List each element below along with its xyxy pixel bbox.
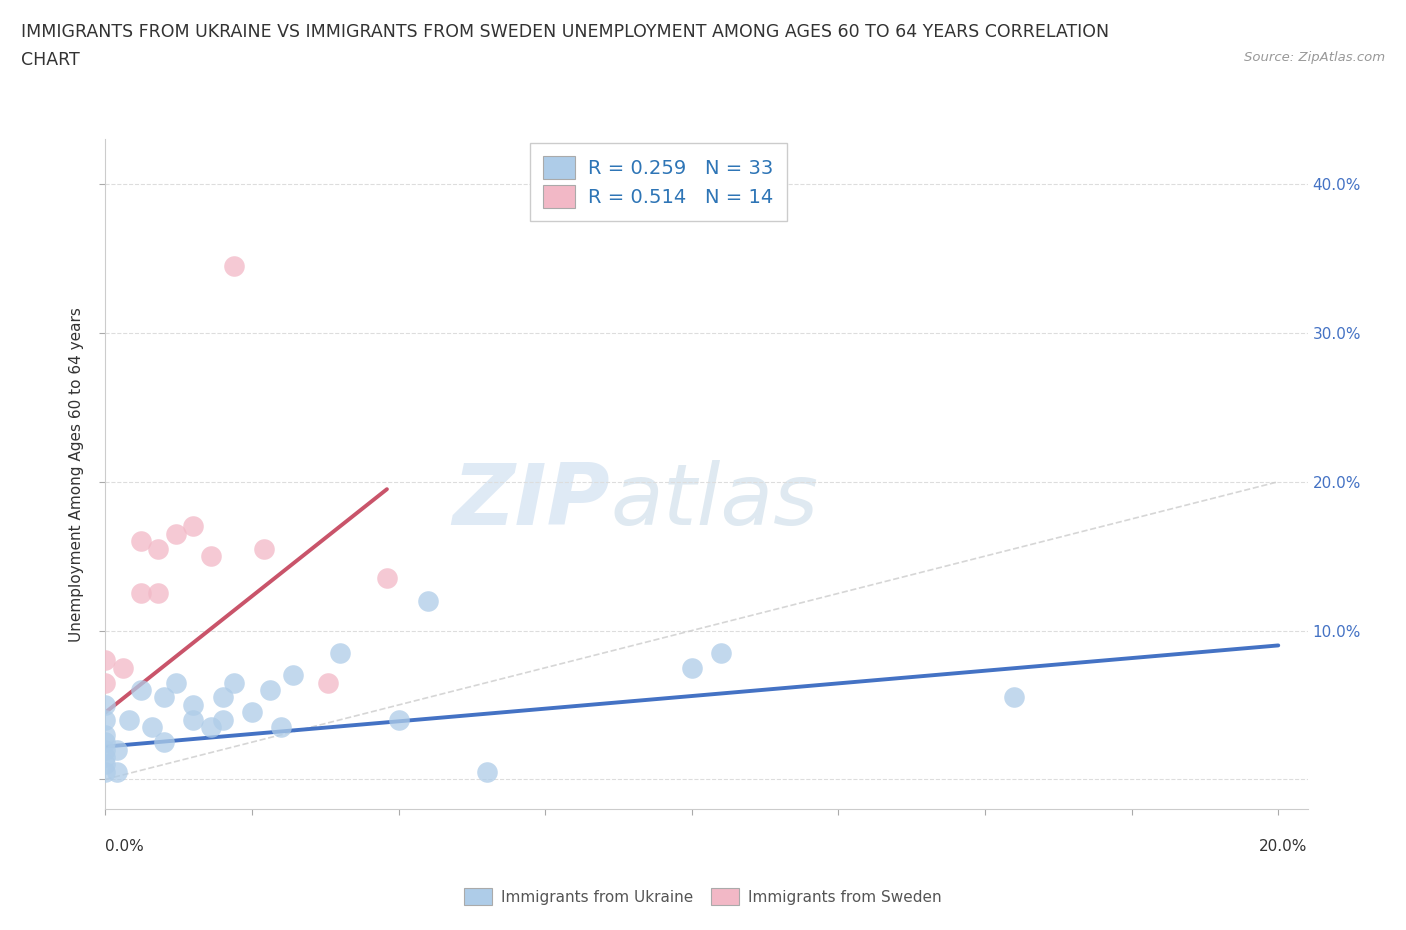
Point: [475, 764, 498, 779]
Legend: Immigrants from Ukraine, Immigrants from Sweden: Immigrants from Ukraine, Immigrants from…: [457, 880, 949, 913]
Point: [129, 586, 152, 601]
Text: ZIP: ZIP: [453, 459, 610, 542]
Point: [148, 586, 170, 601]
Point: [94, 742, 117, 757]
Point: [270, 720, 292, 735]
Point: [710, 645, 733, 660]
Point: [94, 727, 117, 742]
Point: [94, 675, 117, 690]
Text: IMMIGRANTS FROM UKRAINE VS IMMIGRANTS FROM SWEDEN UNEMPLOYMENT AMONG AGES 60 TO : IMMIGRANTS FROM UKRAINE VS IMMIGRANTS FR…: [21, 23, 1109, 41]
Point: [388, 712, 411, 727]
Point: [240, 705, 263, 720]
Point: [259, 683, 281, 698]
Point: [105, 742, 128, 757]
Text: CHART: CHART: [21, 51, 80, 69]
Point: [681, 660, 703, 675]
Point: [1002, 690, 1025, 705]
Point: [200, 549, 222, 564]
Point: [129, 534, 152, 549]
Point: [211, 712, 233, 727]
Point: [281, 668, 304, 683]
Point: [183, 712, 205, 727]
Point: [129, 683, 152, 698]
Legend: R = 0.259   N = 33, R = 0.514   N = 14: R = 0.259 N = 33, R = 0.514 N = 14: [530, 142, 787, 221]
Point: [200, 720, 222, 735]
Point: [94, 764, 117, 779]
Point: [329, 645, 352, 660]
Point: [224, 675, 246, 690]
Point: [153, 735, 176, 750]
Point: [94, 735, 117, 750]
Y-axis label: Unemployment Among Ages 60 to 64 years: Unemployment Among Ages 60 to 64 years: [69, 307, 84, 642]
Point: [118, 712, 141, 727]
Point: [253, 541, 276, 556]
Point: [165, 526, 187, 541]
Point: [375, 571, 398, 586]
Text: Source: ZipAtlas.com: Source: ZipAtlas.com: [1244, 51, 1385, 64]
Point: [112, 660, 135, 675]
Point: [316, 675, 339, 690]
Point: [224, 259, 246, 273]
Point: [153, 690, 176, 705]
Point: [94, 757, 117, 772]
Point: [94, 712, 117, 727]
Text: atlas: atlas: [610, 459, 818, 542]
Point: [105, 764, 128, 779]
Point: [94, 750, 117, 764]
Point: [165, 675, 187, 690]
Point: [94, 653, 117, 668]
Point: [94, 698, 117, 712]
Point: [148, 541, 170, 556]
Text: 20.0%: 20.0%: [1260, 839, 1308, 854]
Point: [141, 720, 163, 735]
Text: 0.0%: 0.0%: [105, 839, 145, 854]
Point: [416, 593, 439, 608]
Point: [183, 698, 205, 712]
Point: [211, 690, 233, 705]
Point: [183, 519, 205, 534]
